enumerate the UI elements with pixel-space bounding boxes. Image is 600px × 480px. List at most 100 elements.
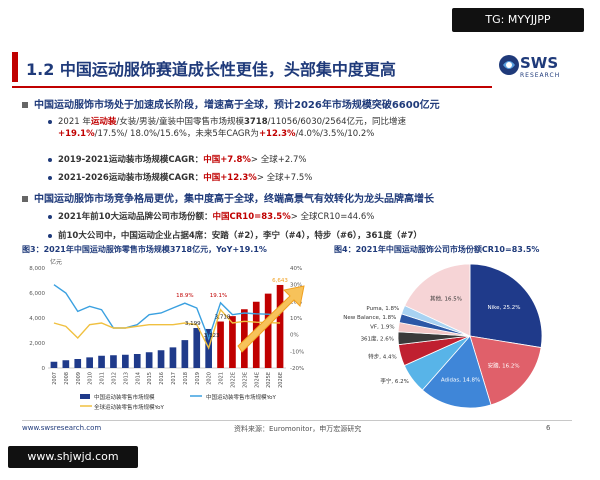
fig3-y2tick-label: -10%: [290, 349, 304, 355]
fig3-xtick-label: 2012: [111, 372, 117, 385]
fig3-xtick-label: 2013: [123, 372, 129, 385]
fig3-xtick-label: 2007: [52, 372, 58, 385]
fig3-y2tick-label: 40%: [290, 266, 302, 272]
fig3-xtick-label: 2022E: [230, 372, 236, 388]
fig3-xtick-label: 2024E: [254, 372, 260, 388]
pie-label: Adidas, 14.8%: [441, 378, 480, 384]
fig3-bar: [169, 347, 177, 368]
annotation-yoy-2018: 18.9%: [176, 293, 193, 299]
fig3-ytick-label: 4,000: [29, 316, 45, 322]
fig3-unit-label: 亿元: [50, 258, 62, 266]
fig3-bar: [86, 357, 93, 368]
fig3-right-axis: 40%30%20%10%0%-10%-20%: [290, 266, 304, 372]
title-accent-bar: [12, 52, 18, 82]
fig3-xtick-label: 2025E: [266, 372, 272, 388]
annotation-2026: 6,643: [272, 278, 288, 284]
pie-label: VF, 1.9%: [370, 325, 394, 331]
watermark-badge-top: TG: MYYJJPP: [452, 8, 584, 32]
dot-bullet-icon: [48, 175, 52, 180]
fig3-bar: [264, 293, 272, 368]
page-title: 1.2 中国运动服饰赛道成长性更佳，头部集中度更高: [26, 60, 396, 79]
square-bullet-icon: [22, 102, 28, 108]
fig3-xtick-label: 2020: [207, 372, 213, 385]
legend-bar-label: 中国运动装零售市场规模: [94, 393, 155, 401]
fig3-lines: [53, 284, 281, 350]
fig3-y2tick-label: 10%: [290, 316, 302, 322]
annotation-2021: 3,718: [215, 315, 231, 321]
dot-bullet-icon: [48, 214, 52, 219]
fig3-y2tick-label: 30%: [290, 283, 302, 289]
bullet-2-1: 2021年前10大运动品牌公司市场份额：中国CR10=83.5%> 全球CR10…: [48, 210, 374, 222]
legend-china-label: 中国运动装零售市场规模YoY: [206, 393, 276, 401]
fig3-xtick-label: 2015: [147, 372, 153, 385]
pie-label: Puma, 1.8%: [366, 306, 399, 312]
logo-subtitle: RESEARCH: [520, 72, 561, 79]
fig3-xtick-label: 2021: [219, 372, 225, 385]
fig3-bar: [217, 321, 224, 368]
fig3-xtick-label: 2010: [88, 372, 94, 385]
annotation-yoy-2021: 19.1%: [210, 293, 227, 299]
fig3-bar: [122, 354, 129, 368]
fig4-title: 图4：2021年中国运动服饰公司市场份额CR10=83.5%: [334, 245, 540, 254]
fig3-line-global: [53, 308, 281, 350]
fig3-line-china: [53, 284, 281, 341]
bullet-1-2: 2019-2021运动装市场规模CAGR：中国+7.8%> 全球+2.7%: [48, 153, 306, 165]
pie-label: Nike, 25.2%: [488, 305, 521, 311]
legend-global-label: 全球运动装零售市场规模YoY: [94, 403, 164, 411]
bullet-1-1: 2021 年运动装/女装/男装/童装中国零售市场规模3718/11056/603…: [48, 116, 568, 140]
fig3-xtick-label: 2016: [159, 372, 165, 385]
fig3-bar: [276, 284, 284, 368]
fig3-xtick-label: 2017: [171, 372, 177, 385]
fig4-slices: [397, 263, 543, 409]
fig3-bar: [181, 340, 189, 368]
pie-slice-安踏: [469, 335, 542, 406]
fig3-xtick-label: 2023E: [242, 372, 248, 388]
logo-name: SWS: [520, 54, 559, 72]
pie-label: 安踏, 16.2%: [488, 361, 520, 369]
fig3-xtick-label: 2011: [100, 372, 106, 385]
bullet-2-2: 前10大公司中，中国运动企业占据4席：安踏（#2），李宁（#4），特步（#6），…: [48, 229, 422, 241]
bullet-1-3: 2021-2026运动装市场规模CAGR：中国+12.3%> 全球+7.5%: [48, 171, 312, 183]
pie-label: 特步, 4.4%: [368, 352, 396, 360]
fig3-bar: [145, 352, 153, 368]
annotation-2019: 3,199: [185, 321, 201, 327]
legend-bar-swatch: [80, 394, 90, 399]
bullet-2-heading: 中国运动服饰市场竞争格局更优，集中度高于全球，终端高景气有效转化为龙头品牌高增长: [22, 190, 434, 205]
pie-label: New Balance, 1.8%: [343, 315, 396, 321]
fig3-xtick-label: 2014: [135, 372, 141, 385]
pie-label: 其他, 16.5%: [430, 294, 462, 302]
fig3-y2tick-label: -20%: [290, 366, 304, 372]
sws-logo-icon: [499, 55, 519, 75]
watermark-badge-bottom: www.shjwjd.com: [8, 446, 138, 468]
dot-bullet-icon: [48, 157, 52, 162]
fig3-xtick-label: 2018: [183, 372, 189, 385]
fig3-xtick-label: 2019: [195, 372, 201, 385]
fig4-chart: Nike, 25.2% 安踏, 16.2% Adidas, 14.8% 李宁, 6.2…: [343, 263, 543, 409]
pie-label: 361度, 2.6%: [361, 334, 394, 342]
fig3-bar: [229, 316, 236, 368]
pie-slice-其他: [404, 263, 471, 337]
fig3-bar: [98, 355, 105, 368]
page-number: 6: [546, 424, 551, 432]
footer-divider: [22, 420, 572, 421]
footer-source: 资料来源：Euromonitor，申万宏源研究: [234, 425, 362, 433]
dot-bullet-icon: [48, 233, 52, 238]
fig3-y2tick-label: 0%: [290, 333, 299, 339]
bullet-1-heading: 中国运动服饰市场处于加速成长阶段，增速高于全球，预计2026年市场规模突破660…: [22, 96, 440, 111]
fig3-legend: 中国运动装零售市场规模 中国运动装零售市场规模YoY 全球运动装零售市场规模Yo…: [80, 393, 276, 411]
square-bullet-icon: [22, 196, 28, 202]
fig3-xtick-label: 2009: [76, 372, 82, 385]
fig3-xtick-label: 2008: [64, 372, 70, 385]
footer-url[interactable]: www.swsresearch.com: [22, 424, 102, 432]
fig3-bar: [50, 361, 58, 368]
fig3-bar: [241, 309, 248, 368]
growth-arrow-icon: [237, 285, 305, 353]
fig3-xtick-label: 2026E: [278, 372, 284, 388]
fig3-annotations: 3,199 3,123 3,718 6,643 18.9% 19.1%: [176, 278, 288, 339]
pie-label: 李宁, 6.2%: [380, 377, 408, 385]
fig3-title: 图3：2021年中国运动服饰零售市场规模3718亿元，YoY+19.1%: [22, 245, 267, 254]
fig3-x-axis: 2007 2008 2009 2010 2011 2012 2013 2014 2015 2016…: [52, 372, 284, 388]
fig3-ytick-label: 8,000: [29, 266, 45, 272]
fig3-ytick-label: 2,000: [29, 341, 45, 347]
